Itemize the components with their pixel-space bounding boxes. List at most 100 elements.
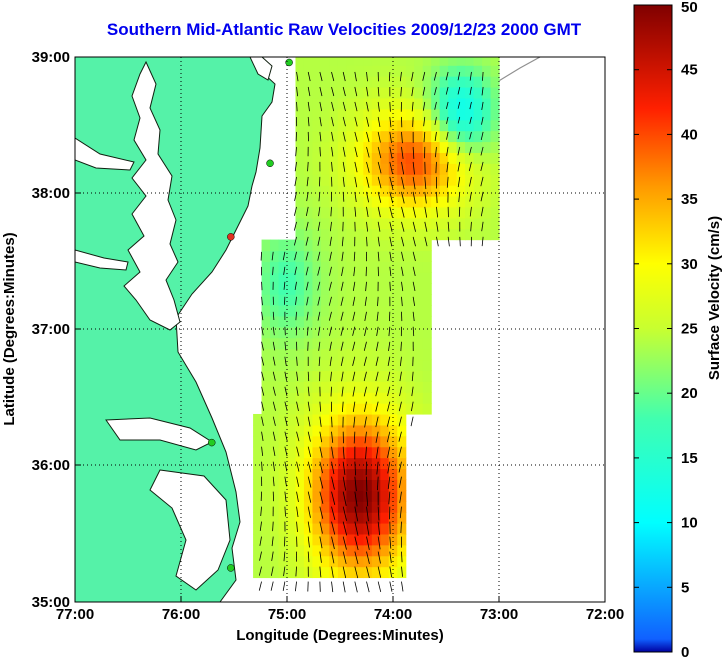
- velocity-cell: [295, 512, 305, 524]
- velocity-cell: [414, 359, 424, 371]
- velocity-cell: [422, 315, 432, 328]
- velocity-cell: [405, 370, 415, 382]
- velocity-cell: [346, 163, 356, 175]
- velocity-vector: [328, 281, 332, 291]
- velocity-cell: [422, 206, 432, 219]
- velocity-vector: [331, 161, 333, 172]
- velocity-cell: [431, 108, 441, 121]
- velocity-cell: [253, 446, 263, 459]
- velocity-vector: [412, 281, 416, 291]
- velocity-cell: [346, 272, 356, 284]
- velocity-cell: [482, 130, 492, 143]
- velocity-vector: [331, 131, 334, 142]
- velocity-cell: [346, 294, 356, 306]
- velocity-cell: [278, 326, 288, 339]
- velocity-cell: [465, 108, 475, 121]
- velocity-vector: [388, 341, 391, 352]
- velocity-cell: [405, 163, 415, 175]
- velocity-cell: [303, 65, 314, 77]
- velocity-vector: [258, 581, 262, 591]
- velocity-vector: [342, 131, 346, 142]
- velocity-cell: [371, 163, 381, 175]
- velocity-vector: [352, 386, 356, 397]
- velocity-vector: [469, 131, 472, 140]
- radar-station-marker: [227, 233, 235, 241]
- velocity-vector: [401, 281, 404, 292]
- velocity-vector: [305, 251, 309, 261]
- velocity-cell: [295, 348, 305, 361]
- velocity-cell: [490, 65, 500, 77]
- velocity-cell: [363, 195, 373, 208]
- velocity-vector: [366, 236, 368, 247]
- velocity-vector: [459, 236, 461, 247]
- velocity-cell: [329, 544, 339, 557]
- velocity-cell: [363, 174, 373, 186]
- velocity-cell: [371, 555, 381, 568]
- velocity-cell: [388, 185, 398, 197]
- velocity-vector: [469, 71, 472, 81]
- velocity-cell: [287, 544, 297, 557]
- velocity-vector: [296, 476, 300, 487]
- velocity-vector: [354, 536, 359, 551]
- velocity-vector: [340, 326, 344, 336]
- velocity-cell: [270, 272, 280, 284]
- velocity-vector: [389, 146, 393, 159]
- velocity-vector: [317, 326, 321, 336]
- velocity-cell: [312, 326, 322, 339]
- velocity-cell: [380, 435, 390, 448]
- velocity-vector: [306, 311, 309, 321]
- velocity-cell: [397, 304, 407, 317]
- velocity-cell: [405, 185, 415, 197]
- velocity-vector: [411, 71, 414, 82]
- velocity-cell: [337, 446, 347, 459]
- velocity-cell: [465, 206, 475, 219]
- velocity-vector: [412, 236, 416, 247]
- velocity-vector: [296, 491, 299, 503]
- velocity-cell: [363, 315, 373, 328]
- velocity-vector: [446, 176, 449, 188]
- velocity-cell: [261, 359, 271, 371]
- velocity-cell: [414, 392, 424, 404]
- velocity-cell: [312, 195, 322, 208]
- colorbar-tick-label: 0: [681, 644, 689, 659]
- velocity-cell: [354, 348, 364, 361]
- velocity-cell: [337, 555, 347, 568]
- velocity-vector: [307, 551, 310, 563]
- velocity-cell: [287, 239, 297, 252]
- velocity-cell: [448, 108, 458, 121]
- velocity-cell: [380, 57, 390, 66]
- velocity-vector: [399, 356, 402, 367]
- velocity-cell: [329, 261, 339, 273]
- velocity-cell: [414, 76, 424, 88]
- velocity-cell: [303, 76, 314, 88]
- velocity-vector: [283, 266, 286, 275]
- velocity-cell: [278, 555, 288, 568]
- velocity-cell: [278, 294, 288, 306]
- velocity-cell: [422, 108, 432, 121]
- velocity-cell: [363, 544, 373, 557]
- velocity-cell: [363, 479, 373, 491]
- velocity-cell: [456, 97, 466, 110]
- velocity-cell: [312, 381, 322, 393]
- velocity-vector: [469, 191, 472, 202]
- velocity-vector: [366, 206, 369, 217]
- velocity-vector: [319, 131, 322, 142]
- velocity-vector: [329, 356, 332, 367]
- velocity-cell: [346, 326, 356, 339]
- velocity-vector: [340, 296, 344, 306]
- colorbar-tick-label: 20: [681, 385, 698, 402]
- velocity-cell: [287, 359, 297, 371]
- velocity-vector: [411, 386, 414, 397]
- velocity-cell: [482, 163, 492, 175]
- velocity-cell: [287, 283, 297, 295]
- velocity-cell: [329, 435, 339, 448]
- velocity-vector: [389, 191, 394, 204]
- velocity-vector: [434, 131, 437, 141]
- velocity-vector: [377, 536, 381, 550]
- velocity-cell: [303, 174, 314, 186]
- velocity-cell: [295, 457, 305, 470]
- velocity-cell: [295, 141, 305, 153]
- velocity-cell: [287, 272, 297, 284]
- velocity-cell: [295, 435, 305, 448]
- velocity-cell: [320, 283, 330, 295]
